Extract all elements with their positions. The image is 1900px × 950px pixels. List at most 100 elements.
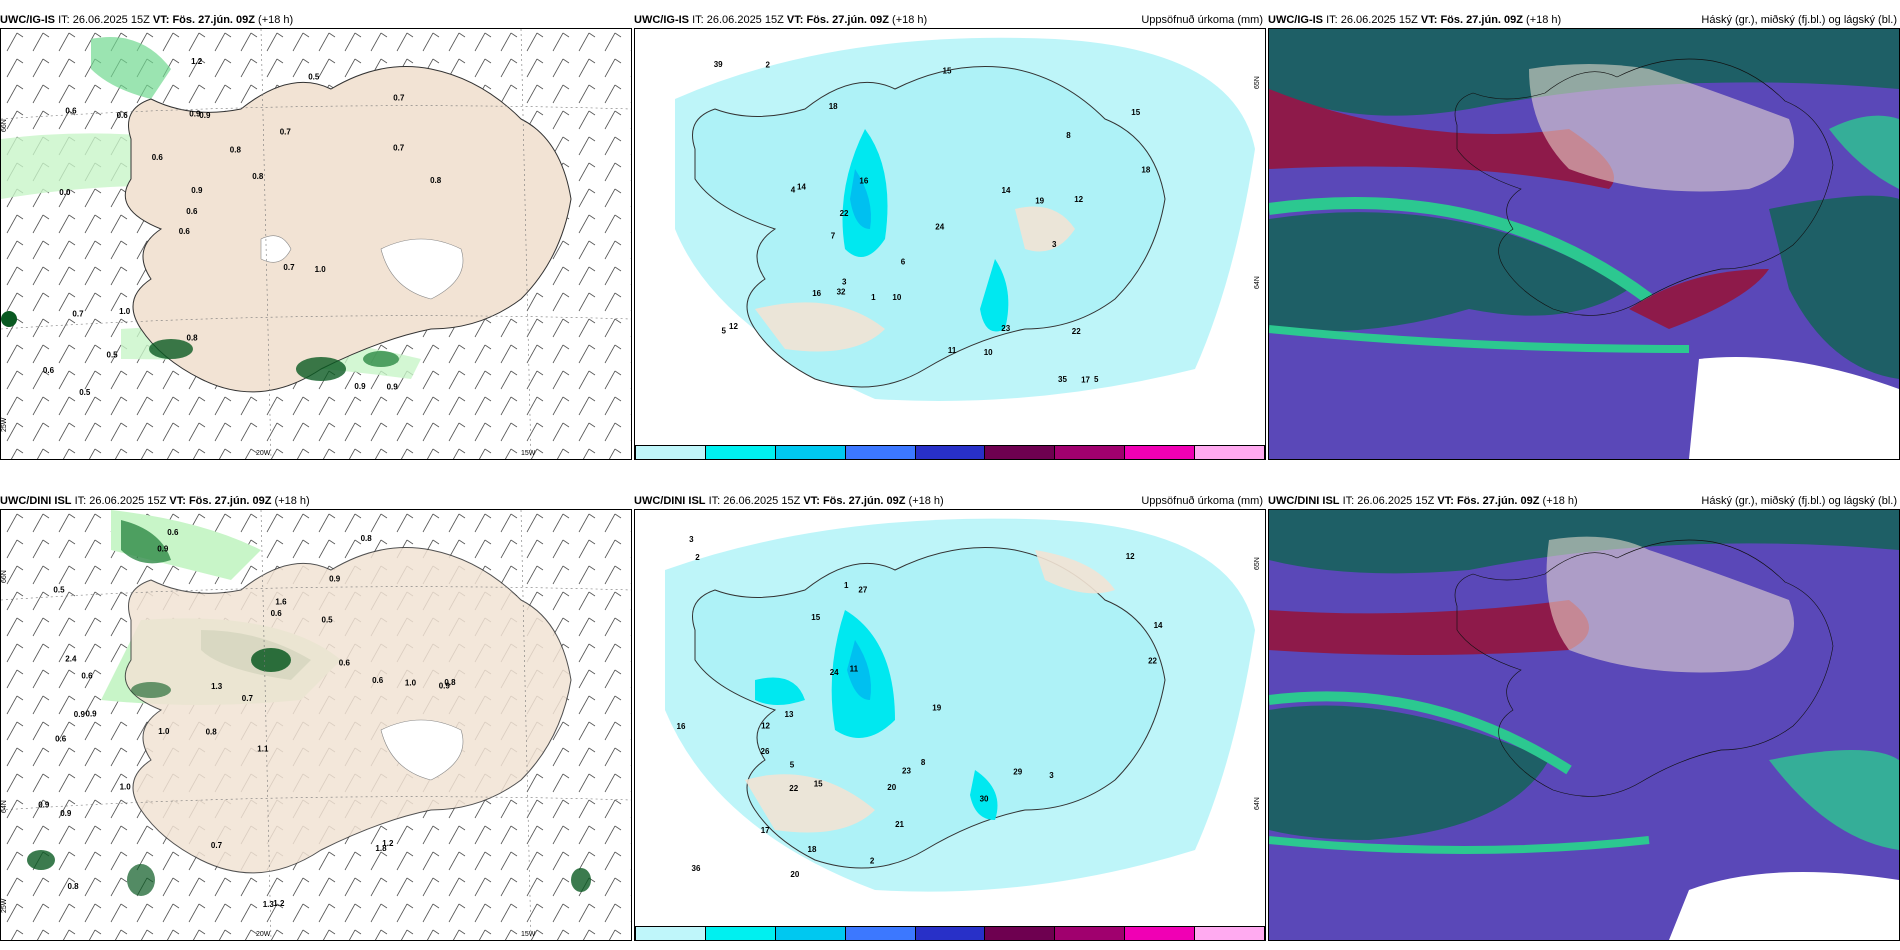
value-label: 14 (1154, 621, 1163, 630)
value-label: 15 (811, 613, 820, 622)
value-label: 1.3 (211, 682, 223, 691)
map-frame[interactable]: 2 3 16 12 14 30 27 15 36 29 22 19 20 26 23 24 20 17 15 11 22… (634, 509, 1266, 941)
value-label: 0.9 (189, 110, 201, 119)
wind-map: 0.90.00.70.60.70.50.90.80.70.60.60.50.90… (1, 29, 631, 459)
lat-label: 64N (1254, 797, 1261, 810)
legend-color-swatch (985, 445, 1056, 459)
lat-label: 64N (1, 800, 8, 813)
value-label: 26 (761, 747, 770, 756)
value-label: 11 (948, 346, 957, 355)
value-label: 0.9 (60, 809, 72, 818)
value-label: 1.0 (119, 307, 131, 316)
lat-label: 66N (1, 119, 8, 132)
value-label: 12 (1126, 552, 1135, 561)
panel-variable-title: Háský (gr.), miðský (fj.bl.) og lágský (… (1701, 495, 1897, 507)
value-label: 1.0 (405, 678, 417, 687)
value-label: 16 (859, 177, 868, 186)
value-label: 0.6 (372, 676, 384, 685)
panel-header: UWC/DINI ISL IT: 26.06.2025 15Z VT: Fös.… (1268, 495, 1897, 507)
value-label: 16 (812, 289, 821, 298)
lon-label: 20W (256, 450, 271, 457)
value-label: 0.7 (283, 263, 295, 272)
value-label: 23 (1001, 324, 1010, 333)
lat-label: 64N (1254, 276, 1261, 289)
panel-header: UWC/IG-IS IT: 26.06.2025 15Z VT: Fös. 27… (1268, 14, 1897, 26)
value-label: 0.8 (206, 727, 218, 736)
value-label: 5 (1094, 375, 1099, 384)
lon-label: 15W (521, 450, 536, 457)
cloud-map (1269, 510, 1899, 940)
value-label: 1.0 (315, 265, 327, 274)
value-label: 18 (829, 102, 838, 111)
value-label: 21 (895, 820, 904, 829)
value-label: 0.6 (271, 609, 283, 618)
legend-color-swatch (705, 445, 776, 459)
value-label: 0.8 (444, 678, 456, 687)
value-label: 19 (1035, 197, 1044, 206)
value-label: 0.9 (74, 710, 86, 719)
value-label: 2 (766, 60, 771, 69)
value-label: 0.7 (72, 309, 84, 318)
value-label: 16 (677, 722, 686, 731)
value-label: 11 (850, 664, 859, 673)
value-label: 22 (1148, 656, 1157, 665)
value-label: 23 (902, 766, 911, 775)
value-label: 0.9 (38, 800, 50, 809)
value-label: 0.7 (393, 94, 405, 103)
legend-color-swatch (845, 926, 916, 940)
value-label: 0.9 (439, 682, 451, 691)
cloud-map (1269, 29, 1899, 459)
value-label: 0.9 (86, 710, 98, 719)
value-label: 29 (1013, 767, 1022, 776)
value-label: 39 (714, 60, 723, 69)
value-label: 0.9 (199, 111, 211, 120)
value-label: 8 (1066, 131, 1071, 140)
value-label: 0.7 (242, 694, 254, 703)
precip-map: 2316121430271536292219202623242017151122… (635, 510, 1265, 910)
value-label: 19 (932, 703, 941, 712)
value-label: 32 (837, 288, 846, 297)
value-label: 22 (1072, 327, 1081, 336)
value-label: 27 (858, 586, 867, 595)
value-label: 1.0 (120, 782, 132, 791)
panel-header: UWC/DINI ISL IT: 26.06.2025 15Z VT: Fös.… (634, 495, 1263, 507)
legend-color-swatch (775, 445, 846, 459)
value-label: 10 (984, 348, 993, 357)
legend-color-swatch (1125, 445, 1196, 459)
value-label: 7 (831, 232, 836, 241)
value-label: 0.8 (230, 146, 242, 155)
value-label: 1.3 (263, 900, 275, 909)
value-label: 36 (692, 864, 701, 873)
value-label: 0.9 (354, 382, 366, 391)
value-label: 12 (761, 722, 770, 731)
value-label: 1.0 (158, 727, 170, 736)
panel-header: UWC/IG-IS IT: 26.06.2025 15Z VT: Fös. 27… (0, 14, 294, 26)
map-frame[interactable]: 0.6 0.9 0.9 0.8 1.1 0.9 0.5 0.5 0.6 0.6 0.7 0.8 0.9 1… (0, 509, 632, 941)
value-label: 20 (887, 783, 896, 792)
value-label: 20 (790, 870, 799, 879)
value-label: 0.5 (308, 72, 320, 81)
lat-label: 65N (1254, 76, 1261, 89)
map-frame[interactable]: 0.9 0.0 0.7 0.6 0.7 0.5 0.9 0.8 0.7 0.6 0.6 0.5 0.9 0… (0, 28, 632, 460)
value-label: 2.4 (65, 655, 77, 664)
value-label: 3 (842, 277, 847, 286)
value-label: 0.8 (361, 534, 373, 543)
value-label: 0.8 (252, 172, 264, 181)
value-label: 3 (689, 535, 694, 544)
map-frame[interactable] (1268, 509, 1900, 941)
lat-label: 66N (1, 570, 8, 583)
map-frame[interactable] (1268, 28, 1900, 460)
wind-value-labels: 0.90.00.70.60.70.50.90.80.70.60.60.50.90… (43, 57, 442, 397)
value-label: 0.0 (59, 188, 71, 197)
value-label: 18 (1141, 166, 1150, 175)
value-label: 0.9 (387, 382, 399, 391)
value-label: 0.9 (157, 545, 169, 554)
value-label: 0.7 (393, 144, 405, 153)
precip-legend (635, 445, 1265, 459)
value-label: 0.8 (68, 882, 80, 891)
legend-color-swatch (1125, 926, 1196, 940)
map-frame[interactable]: 6 4 2 3 5 18 10 7 32 19 12 15 39 35 22 23 24 18 15 16 17 14 10… (634, 28, 1266, 460)
panel-header: UWC/IG-IS IT: 26.06.2025 15Z VT: Fös. 27… (634, 14, 1263, 26)
